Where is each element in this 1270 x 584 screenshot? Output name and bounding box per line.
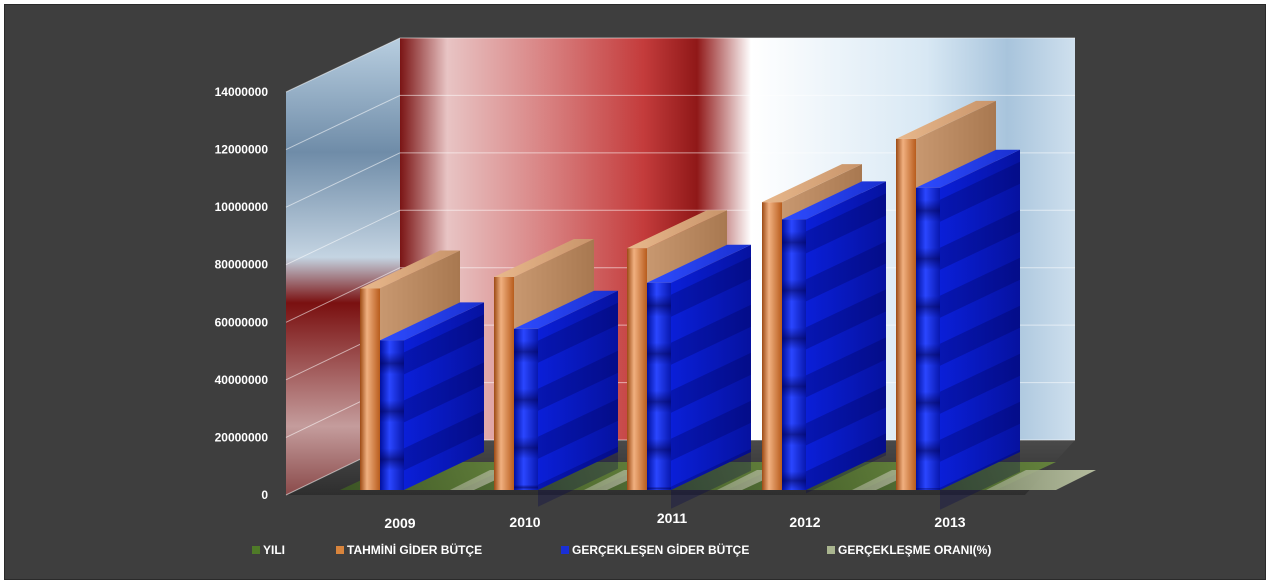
y-tick-label: 80000000 xyxy=(215,258,269,272)
legend-swatch xyxy=(561,546,569,554)
chart: 0 20000000 40000000 60000000 80000000 1000000… xyxy=(215,37,1096,557)
y-tick-label: 12000000 xyxy=(215,143,269,157)
y-tick-label: 20000000 xyxy=(215,430,269,444)
x-tick-label: 2011 xyxy=(657,510,688,526)
legend-swatch xyxy=(252,546,260,554)
chart-legend: YILI TAHMİNİ GİDER BÜTÇE GERÇEKLEŞEN GİDER… xyxy=(252,542,991,557)
legend-swatch xyxy=(827,546,835,554)
gridline xyxy=(285,209,401,266)
bar-gerceklesme-orani-2013 xyxy=(986,470,1096,490)
bar-gerceklesen-gider-2011 xyxy=(647,244,751,509)
y-tick-label: 0 xyxy=(261,488,268,502)
gridline xyxy=(285,152,401,208)
x-tick-label: 2013 xyxy=(934,514,965,530)
bar-gerceklesen-gider-2010 xyxy=(514,290,618,507)
x-tick-label: 2010 xyxy=(509,514,540,530)
x-tick-label: 2009 xyxy=(384,515,415,531)
y-tick-label: 14000000 xyxy=(215,85,269,99)
bar-gerceklesen-gider-2009 xyxy=(380,302,484,490)
gridline xyxy=(285,37,401,93)
bar-gerceklesen-gider-2013 xyxy=(916,149,1020,510)
gridline xyxy=(285,267,401,323)
y-axis-tick-labels: 0 20000000 40000000 60000000 80000000 1000000… xyxy=(215,85,269,502)
y-tick-label: 60000000 xyxy=(215,315,269,329)
legend-label: GERÇEKLEŞME ORANI(%) xyxy=(838,543,991,557)
chart-frame: 0 20000000 40000000 60000000 80000000 1000000… xyxy=(4,4,1266,580)
legend-label: GERÇEKLEŞEN GİDER BÜTÇE xyxy=(572,542,749,557)
x-axis-tick-labels: 2009 2010 2011 2012 2013 xyxy=(384,510,965,531)
legend-label: TAHMİNİ GİDER BÜTÇE xyxy=(347,542,482,557)
y-tick-label: 40000000 xyxy=(215,373,269,387)
x-tick-label: 2012 xyxy=(789,514,820,530)
gridline xyxy=(285,94,401,151)
chart-bars xyxy=(340,100,1096,510)
legend-label: YILI xyxy=(263,543,285,557)
bar-gerceklesen-gider-2012 xyxy=(782,181,886,494)
legend-swatch xyxy=(336,546,344,554)
y-tick-label: 10000000 xyxy=(215,200,269,214)
